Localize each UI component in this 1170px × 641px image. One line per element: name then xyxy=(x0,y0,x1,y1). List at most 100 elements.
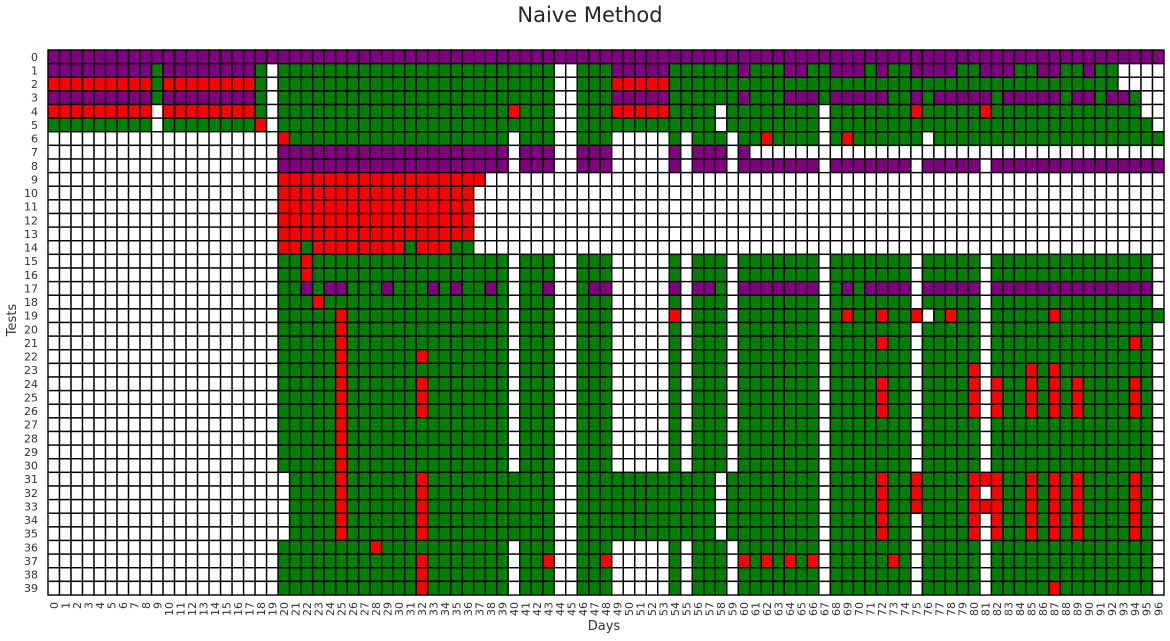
heatmap-cell xyxy=(714,131,728,147)
heatmap-cell xyxy=(749,444,763,460)
heatmap-cell xyxy=(58,280,72,296)
heatmap-cell xyxy=(898,117,912,133)
heatmap-cell xyxy=(553,458,567,474)
heatmap-cell xyxy=(519,90,532,106)
heatmap-cell xyxy=(116,553,130,569)
heatmap-cell xyxy=(611,62,624,78)
heatmap-cell xyxy=(242,90,256,106)
heatmap-cell xyxy=(438,253,452,269)
heatmap-cell xyxy=(795,49,809,65)
heatmap-cell xyxy=(967,117,981,133)
heatmap-cell xyxy=(254,76,268,92)
heatmap-cell xyxy=(599,131,613,147)
heatmap-cell xyxy=(162,526,176,542)
heatmap-cell xyxy=(150,308,164,324)
heatmap-cell xyxy=(449,226,463,242)
heatmap-cell xyxy=(1105,376,1119,392)
heatmap-cell xyxy=(634,117,647,133)
heatmap-cell xyxy=(898,567,912,583)
heatmap-cell xyxy=(1071,580,1085,596)
heatmap-cell xyxy=(887,185,901,201)
heatmap-cell xyxy=(1105,471,1119,487)
heatmap-cell xyxy=(208,458,222,474)
heatmap-cell xyxy=(875,403,889,419)
heatmap-cell xyxy=(1071,294,1085,310)
heatmap-cell xyxy=(749,240,763,256)
heatmap-cell xyxy=(116,444,130,460)
heatmap-cell xyxy=(783,444,797,460)
heatmap-cell xyxy=(196,185,210,201)
heatmap-cell xyxy=(380,349,394,365)
heatmap-cell xyxy=(311,567,325,583)
heatmap-cell xyxy=(921,539,935,555)
heatmap-cell xyxy=(542,567,555,583)
heatmap-cell xyxy=(1025,103,1039,119)
heatmap-cell xyxy=(772,280,786,296)
heatmap-cell xyxy=(979,471,993,487)
heatmap-cell xyxy=(415,403,429,419)
heatmap-cell xyxy=(127,417,141,433)
heatmap-cell xyxy=(346,580,360,596)
heatmap-cell xyxy=(691,417,705,433)
heatmap-cell xyxy=(116,321,130,337)
heatmap-cell xyxy=(714,321,728,337)
heatmap-cell xyxy=(1140,253,1154,269)
heatmap-cell xyxy=(47,471,61,487)
heatmap-cell xyxy=(691,308,705,324)
heatmap-cell xyxy=(657,117,670,133)
heatmap-cell xyxy=(864,321,878,337)
heatmap-cell xyxy=(1048,376,1062,392)
heatmap-cell xyxy=(116,308,130,324)
heatmap-cell xyxy=(150,417,164,433)
heatmap-cell xyxy=(760,171,774,187)
heatmap-cell xyxy=(150,553,164,569)
heatmap-cell xyxy=(875,430,889,446)
heatmap-cell xyxy=(691,131,705,147)
x-tick-label: 70 xyxy=(853,602,866,616)
heatmap-cell xyxy=(415,567,429,583)
heatmap-cell xyxy=(426,171,440,187)
heatmap-cell xyxy=(1128,444,1142,460)
heatmap-cell xyxy=(1105,485,1119,501)
heatmap-cell xyxy=(1105,430,1119,446)
heatmap-cell xyxy=(1025,512,1039,528)
heatmap-cell xyxy=(173,103,187,119)
heatmap-cell xyxy=(645,253,659,269)
heatmap-cell xyxy=(864,294,878,310)
heatmap-cell xyxy=(150,430,164,446)
heatmap-cell xyxy=(841,349,855,365)
heatmap-cell xyxy=(887,76,901,92)
heatmap-cell xyxy=(565,526,578,542)
heatmap-cell xyxy=(1002,539,1016,555)
heatmap-cell xyxy=(933,526,947,542)
heatmap-cell xyxy=(415,171,429,187)
heatmap-cell xyxy=(139,158,153,174)
heatmap-cell xyxy=(898,253,912,269)
heatmap-cell xyxy=(496,485,509,501)
heatmap-cell xyxy=(795,131,809,147)
heatmap-cell xyxy=(219,158,233,174)
heatmap-cell xyxy=(461,349,475,365)
heatmap-cell xyxy=(783,199,797,215)
heatmap-cell xyxy=(1105,567,1119,583)
heatmap-cell xyxy=(127,321,141,337)
heatmap-cell xyxy=(910,471,924,487)
heatmap-cell xyxy=(415,485,429,501)
heatmap-cell xyxy=(93,131,107,147)
heatmap-cell xyxy=(599,49,613,65)
heatmap-cell xyxy=(1025,158,1039,174)
heatmap-cell xyxy=(139,362,153,378)
heatmap-cell xyxy=(634,144,647,160)
x-tick-label: 1 xyxy=(59,602,72,609)
heatmap-cell xyxy=(726,185,740,201)
heatmap-cell xyxy=(691,389,705,405)
heatmap-cell xyxy=(93,349,107,365)
heatmap-cell xyxy=(415,226,429,242)
heatmap-cell xyxy=(219,267,233,283)
heatmap-cell xyxy=(979,294,993,310)
heatmap-cell xyxy=(196,76,210,92)
heatmap-cell xyxy=(58,485,72,501)
heatmap-cell xyxy=(864,185,878,201)
heatmap-cell xyxy=(737,267,751,283)
heatmap-cell xyxy=(242,321,256,337)
